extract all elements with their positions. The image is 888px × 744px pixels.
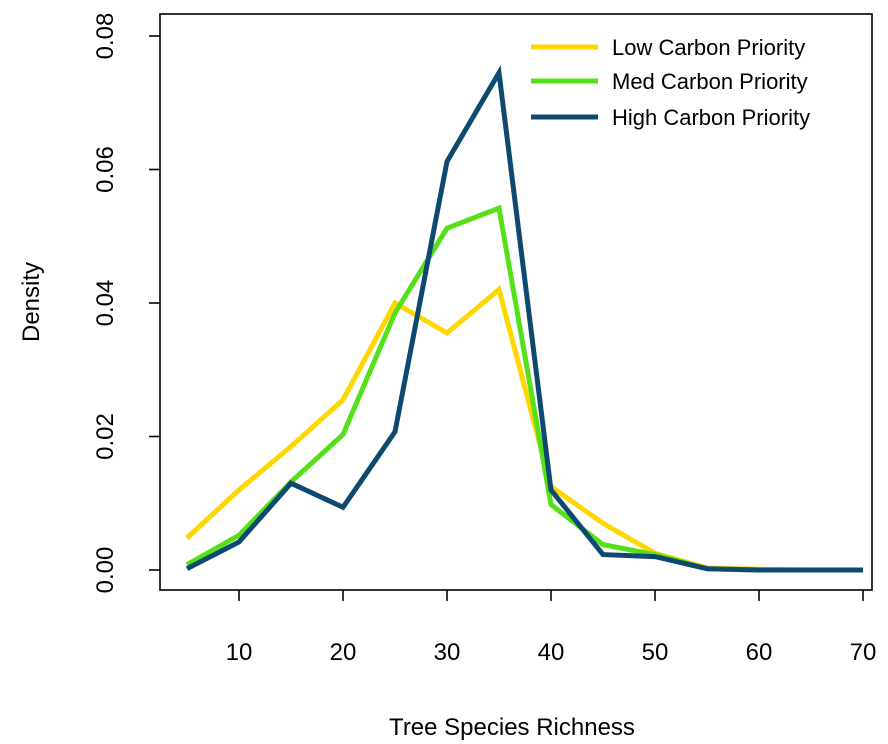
legend: Low Carbon Priority Med Carbon Priority Hi… [531,35,810,130]
x-tick-label: 20 [330,639,357,666]
x-tick-label: 50 [642,639,669,666]
series-line-3 [185,65,863,573]
plot-frame [159,13,873,591]
x-tick-label: 30 [434,639,461,666]
x-tick-label: 40 [538,639,565,666]
x-tick-label: 60 [746,639,773,666]
y-axis-title: Density [18,262,45,342]
series-layer [185,65,863,573]
y-tick-label: 0.00 [92,547,119,594]
legend-label: Low Carbon Priority [612,35,805,60]
legend-label: Med Carbon Priority [612,69,808,94]
x-axis-title: Tree Species Richness [389,714,635,741]
y-axis: 0.00 0.02 0.04 0.06 0.08 [92,13,160,594]
y-tick-label: 0.04 [92,280,119,327]
x-axis: 10 20 30 40 50 60 70 [226,590,877,666]
legend-label: High Carbon Priority [612,105,810,130]
y-tick-label: 0.02 [92,413,119,460]
y-tick-label: 0.08 [92,13,119,60]
y-tick-label: 0.06 [92,146,119,193]
x-tick-label: 10 [226,639,253,666]
series-line-1 [185,285,863,573]
x-tick-label: 70 [850,639,877,666]
